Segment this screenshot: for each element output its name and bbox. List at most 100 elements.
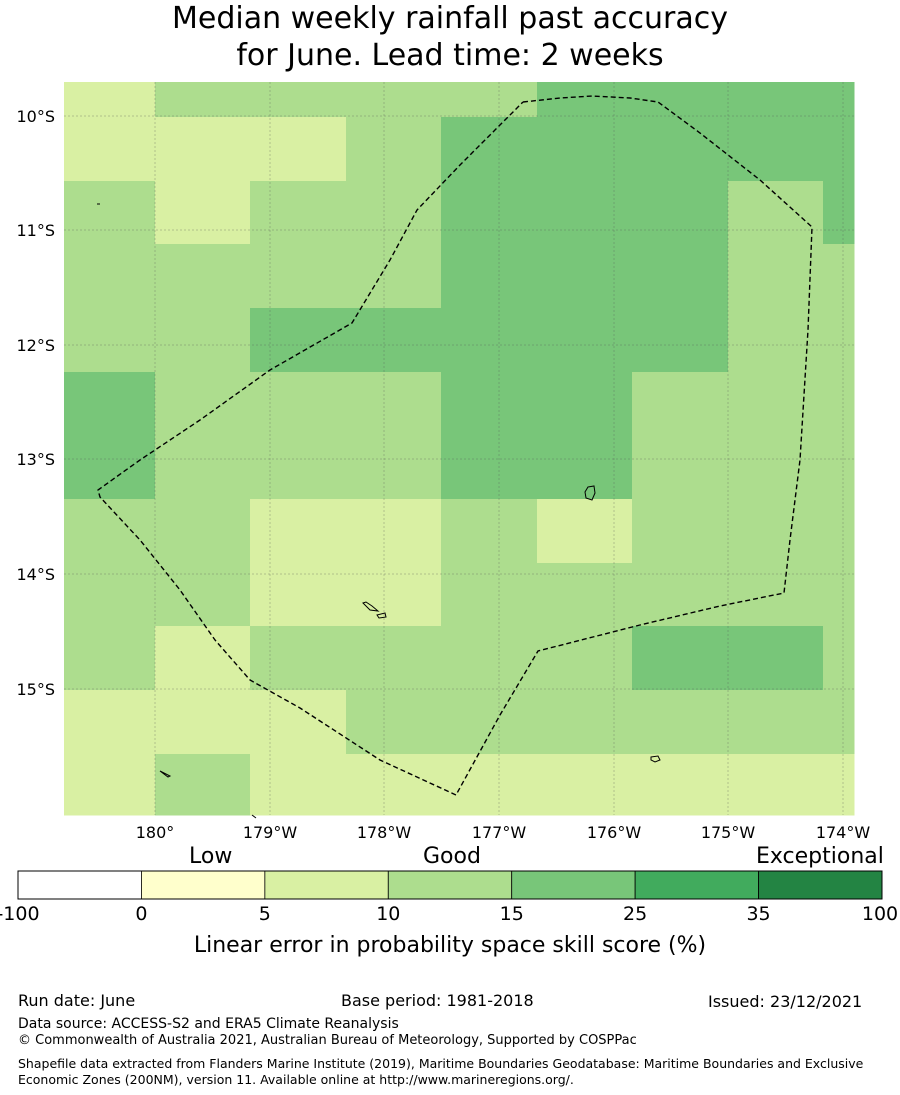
grid-cell — [155, 435, 251, 500]
grid-cell — [823, 372, 855, 436]
data-source: Data source: ACCESS-S2 and ERA5 Climate … — [18, 1016, 399, 1032]
grid-cell — [441, 626, 538, 691]
grid-cell — [728, 435, 824, 500]
grid-cell — [64, 181, 156, 245]
grid-cell — [823, 82, 855, 118]
grid-cell — [728, 181, 824, 245]
grid-cell — [537, 372, 633, 436]
grid-cell — [346, 308, 442, 373]
grid-cell — [823, 499, 855, 564]
grid-cell — [823, 117, 855, 182]
grid-cell — [441, 754, 538, 816]
colorbar-segment — [511, 870, 636, 900]
grid-cell — [250, 563, 347, 627]
grid-cell — [346, 499, 442, 564]
grid-cell — [64, 308, 156, 373]
skill-grid — [64, 82, 855, 816]
longitude-labels: 180° 179°W 178°W 177°W 176°W 175°W 174°W — [136, 823, 871, 842]
latitude-tick-label: 13°S — [16, 450, 55, 469]
latitude-labels: 10°S 11°S 12°S 13°S 14°S 15°S — [16, 107, 55, 699]
grid-cell — [823, 244, 855, 309]
grid-cell — [250, 690, 347, 755]
grid-cell — [250, 244, 347, 309]
grid-cell — [64, 563, 156, 627]
map-title-line2: for June. Lead time: 2 weeks — [236, 38, 664, 73]
grid-cell — [64, 690, 156, 755]
grid-cell — [537, 308, 633, 373]
copyright-notice: © Commonwealth of Australia 2021, Austra… — [18, 1033, 637, 1048]
grid-cell — [632, 435, 729, 500]
grid-cell — [537, 82, 633, 118]
grid-cell — [537, 435, 633, 500]
grid-cell — [64, 626, 156, 691]
map-title-line1: Median weekly rainfall past accuracy — [171, 1, 729, 36]
grid-cell — [346, 690, 442, 755]
grid-cell — [64, 499, 156, 564]
colorbar-segment — [758, 870, 883, 900]
colorbar-tick-label: -100 — [0, 903, 40, 925]
grid-cell — [64, 244, 156, 309]
grid-cell — [250, 372, 347, 436]
colorbar-tick-label: 25 — [623, 903, 647, 925]
grid-cell — [728, 308, 824, 373]
grid-cell — [441, 308, 538, 373]
grid-cell — [537, 690, 633, 755]
grid-cell — [64, 754, 156, 816]
shapefile-note: Shapefile data extracted from Flanders M… — [18, 1056, 864, 1087]
grid-cell — [250, 754, 347, 816]
grid-cell — [346, 754, 442, 816]
colorbar-tick-label: 15 — [500, 903, 524, 925]
run-date: Run date: June — [18, 991, 136, 1010]
grid-cell — [728, 372, 824, 436]
latitude-tick-label: 14°S — [16, 565, 55, 584]
grid-cell — [441, 181, 538, 245]
grid-cell — [728, 117, 824, 182]
grid-cell — [155, 499, 251, 564]
grid-cell — [64, 435, 156, 500]
grid-cell — [632, 690, 729, 755]
grid-cell — [441, 82, 538, 118]
island-shape — [362, 601, 380, 612]
island-outlines — [97, 203, 661, 819]
grid-cell — [632, 308, 729, 373]
grid-cell — [346, 626, 442, 691]
grid-cell — [155, 308, 251, 373]
island-shape — [650, 755, 661, 763]
grid-cell — [346, 181, 442, 245]
island-shape — [251, 814, 257, 819]
grid-cell — [632, 117, 729, 182]
grid-cell — [346, 435, 442, 500]
grid-cell — [441, 372, 538, 436]
colorbar-segment — [17, 870, 142, 900]
colorbar-tick-label: 10 — [376, 903, 400, 925]
grid-cell — [155, 754, 251, 816]
grid-cell — [632, 372, 729, 436]
colorbar-category-exceptional: Exceptional — [756, 844, 884, 869]
grid-cell — [728, 244, 824, 309]
map-figure: 180° 179°W 178°W 177°W 176°W 175°W 174°W 10°S1… — [0, 82, 898, 925]
grid-cell — [537, 626, 633, 691]
base-period: Base period: 1981-2018 — [341, 991, 534, 1010]
grid-cell — [250, 435, 347, 500]
grid-cell — [441, 690, 538, 755]
grid-cell — [155, 82, 251, 118]
grid-cell — [250, 308, 347, 373]
latitude-tick-label: 11°S — [16, 221, 55, 240]
grid-cell — [632, 499, 729, 564]
grid-cell — [441, 117, 538, 182]
grid-cell — [346, 372, 442, 436]
grid-cell — [250, 499, 347, 564]
grid-cell — [728, 690, 824, 755]
island-shape — [159, 770, 172, 778]
colorbar-category-good: Good — [423, 844, 481, 869]
grid-cell — [823, 435, 855, 500]
longitude-tick-label: 175°W — [701, 823, 756, 842]
grid-cell — [728, 499, 824, 564]
grid-cell — [155, 372, 251, 436]
island-shape — [584, 485, 596, 501]
longitude-tick-label: 174°W — [816, 823, 871, 842]
colorbar — [17, 870, 883, 900]
issued-date: Issued: 23/12/2021 — [708, 992, 863, 1011]
grid-cell — [537, 754, 633, 816]
grid-cell — [537, 181, 633, 245]
